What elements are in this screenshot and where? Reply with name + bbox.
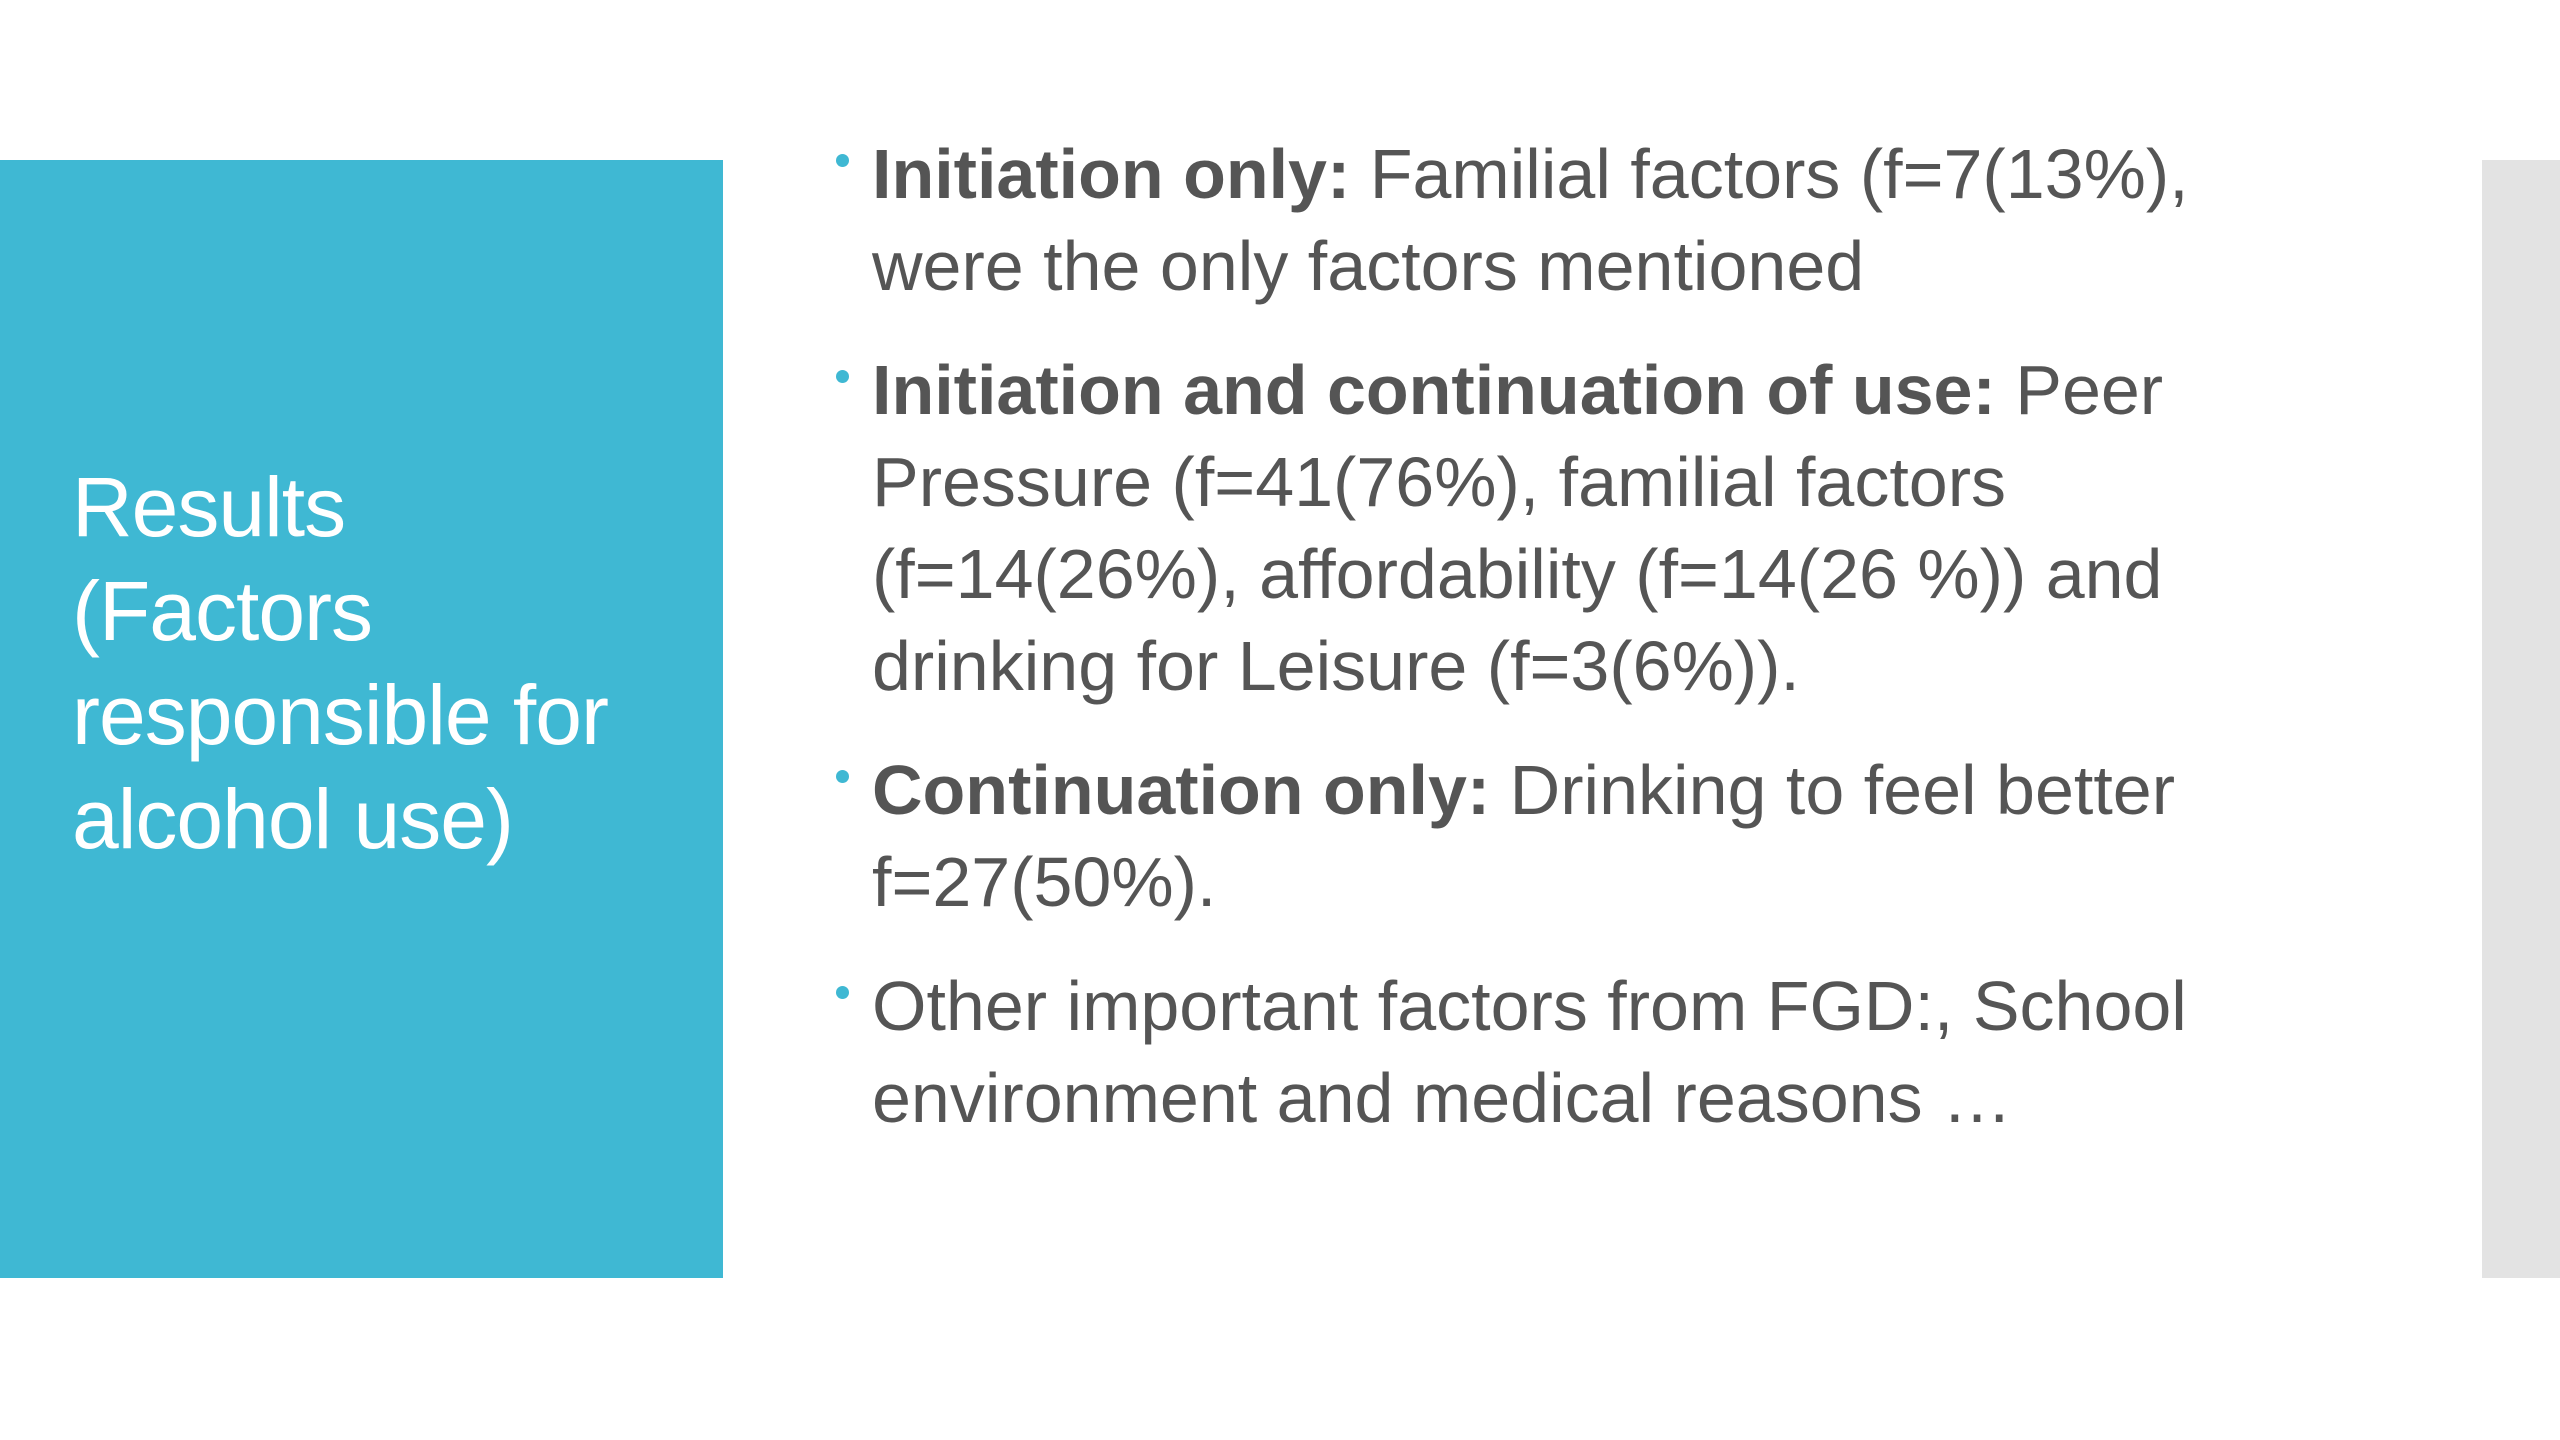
bullet-body: Drinking to feel better f=27(50%). — [872, 751, 2176, 921]
bullet-text: Initiation and continuation of use: Peer… — [872, 344, 2356, 712]
bullet-heading: Initiation and continuation of use: — [872, 351, 1996, 429]
bullet-heading: Continuation only: — [872, 751, 1491, 829]
bullet-item: Continuation only: Drinking to feel bett… — [836, 744, 2356, 928]
slide-title: Results (Factors responsible for alcohol… — [72, 455, 692, 871]
decorative-side-strip — [2482, 160, 2560, 1278]
bullet-text: Other important factors from FGD:, Schoo… — [872, 960, 2356, 1144]
slide-title-line: responsible for — [72, 668, 609, 762]
bullet-heading: Initiation only: — [872, 135, 1351, 213]
bullet-dot-icon — [836, 154, 849, 167]
slide-title-line: (Factors — [72, 564, 373, 658]
slide-title-line: Results — [72, 460, 346, 554]
title-panel — [0, 160, 723, 1278]
bullet-list: Initiation only: Familial factors (f=7(1… — [836, 128, 2356, 1176]
bullet-item: Initiation only: Familial factors (f=7(1… — [836, 128, 2356, 312]
bullet-dot-icon — [836, 770, 849, 783]
bullet-dot-icon — [836, 370, 849, 383]
bullet-body: Familial factors (f=7(13%), were the onl… — [872, 135, 2189, 305]
bullet-text: Initiation only: Familial factors (f=7(1… — [872, 128, 2356, 312]
bullet-text: Continuation only: Drinking to feel bett… — [872, 744, 2356, 928]
slide-title-line: alcohol use) — [72, 772, 514, 866]
bullet-body: Peer Pressure (f=41(76%), familial facto… — [872, 351, 2164, 705]
bullet-body: Other important factors from FGD:, Schoo… — [872, 967, 2187, 1137]
bullet-dot-icon — [836, 986, 849, 999]
bullet-item: Initiation and continuation of use: Peer… — [836, 344, 2356, 712]
bullet-item: Other important factors from FGD:, Schoo… — [836, 960, 2356, 1144]
